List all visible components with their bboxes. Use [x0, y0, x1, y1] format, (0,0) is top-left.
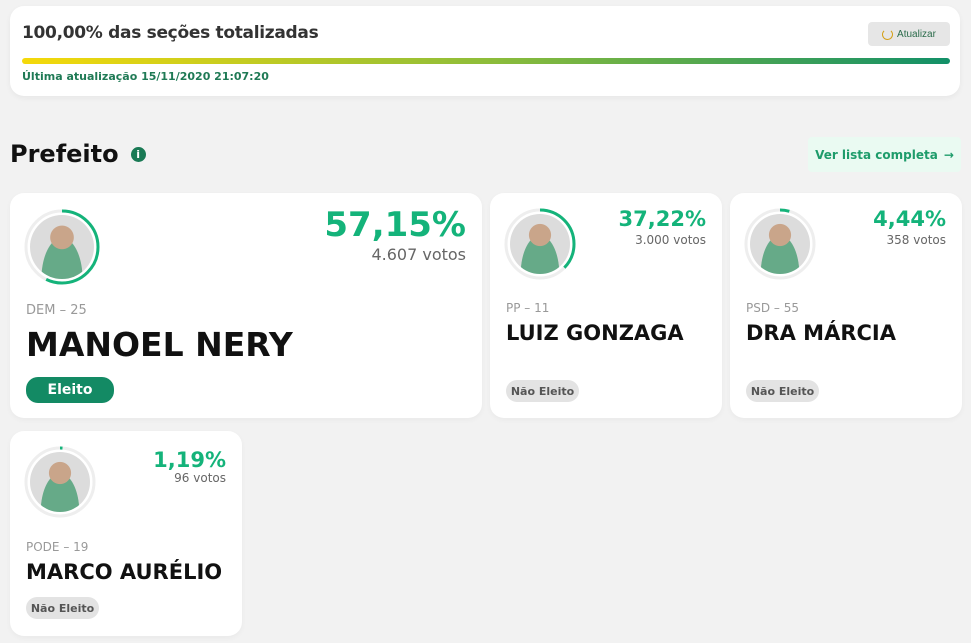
ring-progress	[744, 208, 816, 280]
refresh-label: Atualizar	[897, 28, 936, 40]
candidate-percent: 37,22%	[618, 207, 706, 231]
status-badge: Não Eleito	[26, 597, 99, 619]
candidate-percent: 1,19%	[153, 448, 226, 472]
candidate-name: MARCO AURÉLIO	[26, 560, 223, 584]
view-full-list-label: Ver lista completa	[815, 147, 938, 162]
candidate-party: DEM – 25	[26, 303, 87, 318]
info-icon[interactable]: i	[130, 146, 146, 162]
candidate-avatar	[24, 446, 96, 518]
candidate-photo	[750, 214, 810, 274]
vote-share-ring	[744, 208, 816, 280]
candidate-votes: 96 votos	[174, 471, 226, 485]
candidate-party: PODE – 19	[26, 540, 89, 554]
status-badge: Eleito	[26, 377, 114, 403]
candidate-photo	[30, 215, 94, 279]
candidate-votes: 358 votos	[886, 233, 946, 247]
view-full-list-button[interactable]: Ver lista completa →	[808, 137, 961, 172]
refresh-icon	[882, 28, 894, 40]
totalization-panel: 100,00% das seções totalizadas Atualizar…	[10, 6, 960, 96]
section-heading: Prefeito i	[10, 140, 146, 168]
totalization-progress-bar	[22, 58, 950, 64]
candidate-avatar	[744, 208, 816, 280]
arrow-right-icon: →	[943, 147, 954, 162]
totalization-title: 100,00% das seções totalizadas	[22, 23, 319, 43]
refresh-button[interactable]: Atualizar	[868, 22, 950, 46]
ring-progress	[504, 208, 576, 280]
candidate-avatar	[24, 209, 100, 285]
candidate-name: DRA MÁRCIA	[746, 321, 896, 345]
progress-fill	[22, 58, 950, 64]
candidate-card[interactable]: 57,15% 4.607 votos DEM – 25 MANOEL NERY …	[10, 193, 482, 418]
vote-share-ring	[24, 209, 100, 285]
candidate-votes: 3.000 votos	[635, 233, 706, 247]
ring-progress	[24, 446, 96, 518]
candidate-photo	[510, 214, 570, 274]
candidate-name: LUIZ GONZAGA	[506, 321, 684, 345]
candidate-percent: 4,44%	[873, 207, 946, 231]
candidate-card[interactable]: 37,22% 3.000 votos PP – 11 LUIZ GONZAGA …	[490, 193, 722, 418]
ring-progress	[24, 209, 100, 285]
candidate-name: MANOEL NERY	[26, 325, 293, 364]
vote-share-ring	[504, 208, 576, 280]
candidate-card[interactable]: 1,19% 96 votos PODE – 19 MARCO AURÉLIO N…	[10, 431, 242, 636]
last-update: Última atualização 15/11/2020 21:07:20	[22, 70, 269, 83]
candidate-card[interactable]: 4,44% 358 votos PSD – 55 DRA MÁRCIA Não …	[730, 193, 962, 418]
candidate-party: PP – 11	[506, 301, 550, 315]
candidate-percent: 57,15%	[324, 205, 466, 245]
section-title: Prefeito	[10, 140, 119, 168]
status-badge: Não Eleito	[746, 380, 819, 402]
candidate-votes: 4.607 votos	[371, 245, 466, 264]
candidate-party: PSD – 55	[746, 301, 799, 315]
candidate-avatar	[504, 208, 576, 280]
vote-share-ring	[24, 446, 96, 518]
status-badge: Não Eleito	[506, 380, 579, 402]
candidate-photo	[30, 452, 90, 512]
